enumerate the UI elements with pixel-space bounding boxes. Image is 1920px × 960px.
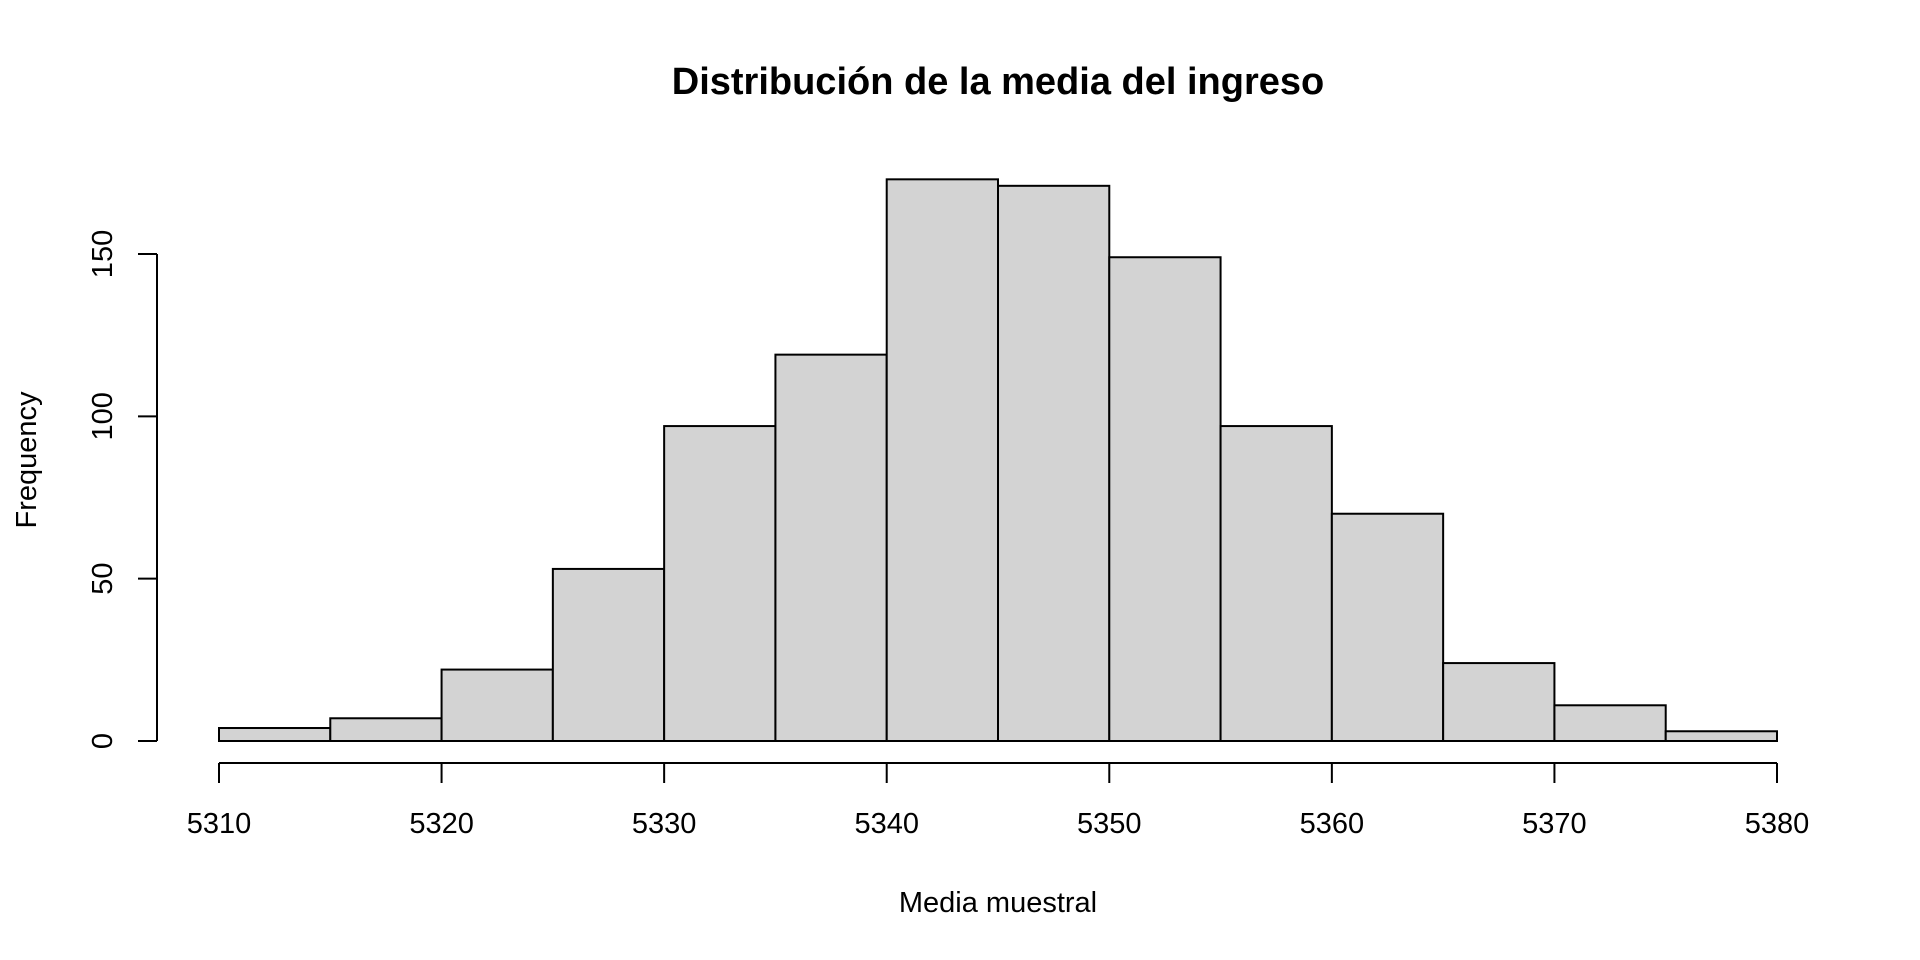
y-axis-label: Frequency — [11, 391, 43, 529]
histogram-bar — [885, 178, 1000, 742]
x-tick-label: 5330 — [632, 808, 697, 840]
histogram-bar — [997, 184, 1111, 742]
histogram-bar — [663, 425, 777, 742]
histogram-bar — [774, 353, 888, 742]
y-tick-label: 50 — [87, 563, 119, 595]
histogram-bar — [1442, 662, 1556, 743]
y-tick-label: 150 — [87, 230, 119, 278]
bars — [218, 178, 1778, 743]
x-tick-label: 5370 — [1522, 808, 1587, 840]
chart-title: Distribución de la media del ingreso — [672, 61, 1324, 103]
x-tick-label: 5360 — [1300, 808, 1365, 840]
histogram-bar — [1108, 256, 1222, 742]
histogram-bar — [551, 567, 666, 743]
x-tick-label: 5340 — [854, 808, 919, 840]
y-tick-label: 0 — [87, 733, 119, 749]
histogram-bar — [329, 717, 443, 742]
y-axis: 0 50 100 150 — [87, 230, 158, 749]
histogram-bar — [1664, 730, 1778, 743]
x-tick-label: 5320 — [409, 808, 474, 840]
x-tick-label: 5310 — [187, 808, 252, 840]
histogram-bar — [218, 727, 332, 742]
x-axis: 5310 5320 5330 5340 5350 5360 5370 5380 — [187, 762, 1810, 840]
histogram-bar — [1330, 512, 1445, 742]
histogram-bar — [440, 668, 554, 742]
x-axis-label: Media muestral — [899, 887, 1097, 919]
histogram-bar — [1553, 704, 1667, 743]
x-tick-label: 5380 — [1745, 808, 1810, 840]
y-tick-label: 100 — [87, 392, 119, 440]
x-tick-label: 5350 — [1077, 808, 1142, 840]
histogram-bar — [1219, 425, 1333, 742]
